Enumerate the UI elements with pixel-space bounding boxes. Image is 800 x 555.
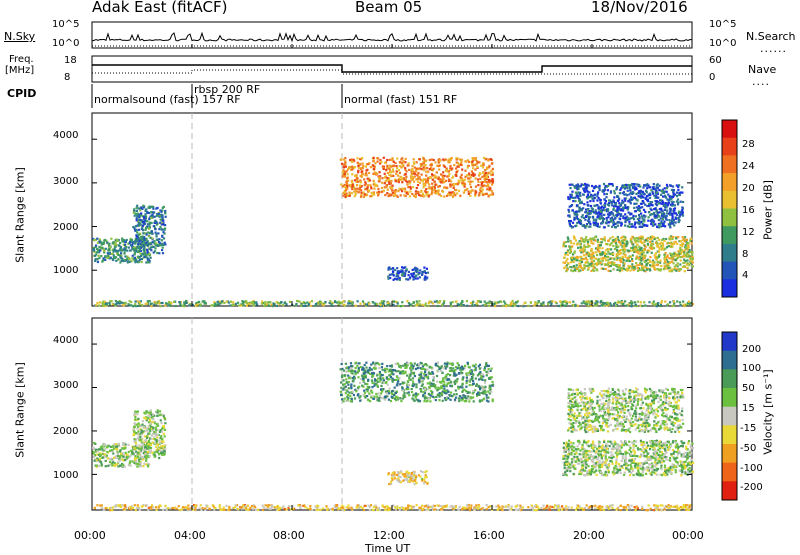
power-colorbar-swatch-4 — [722, 191, 737, 209]
power-colorbar-swatch-6 — [722, 226, 737, 244]
power-colorbar-swatch-8 — [722, 262, 737, 280]
velocity-colorbar-swatch-0 — [722, 332, 737, 351]
velocity-colorbar-swatch-4 — [722, 407, 737, 426]
nsky-line — [92, 33, 692, 42]
power-colorbar-swatch-2 — [722, 155, 737, 173]
velocity-colorbar-swatch-5 — [722, 425, 737, 444]
freq-line — [92, 65, 692, 72]
power-colorbar-swatch-3 — [722, 173, 737, 191]
power-colorbar-swatch-5 — [722, 209, 737, 227]
power-colorbar-swatch-1 — [722, 138, 737, 156]
velocity-colorbar-swatch-3 — [722, 388, 737, 407]
velocity-colorbar-swatch-1 — [722, 351, 737, 370]
power-colorbar-swatch-7 — [722, 244, 737, 262]
power-colorbar-swatch-9 — [722, 279, 737, 297]
velocity-colorbar-swatch-8 — [722, 481, 737, 500]
power-colorbar-swatch-0 — [722, 120, 737, 138]
velocity-colorbar-swatch-2 — [722, 369, 737, 388]
velocity-colorbar-swatch-7 — [722, 463, 737, 482]
velocity-colorbar-swatch-6 — [722, 444, 737, 463]
freq-strip-frame — [92, 56, 692, 82]
